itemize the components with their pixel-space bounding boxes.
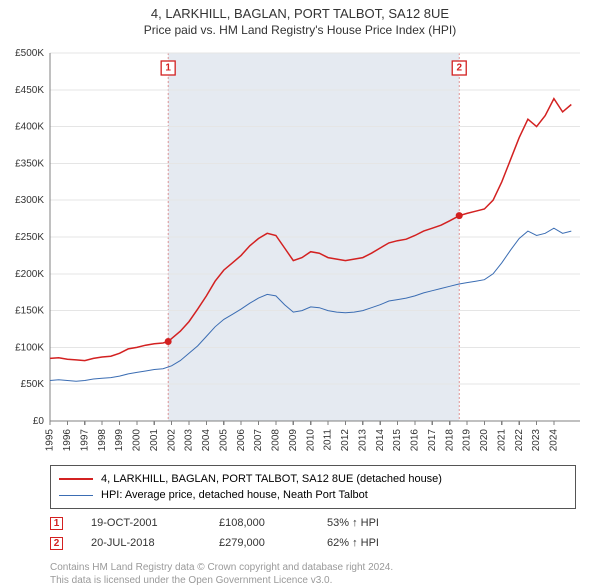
svg-text:£350K: £350K	[15, 158, 44, 169]
chart-titles: 4, LARKHILL, BAGLAN, PORT TALBOT, SA12 8…	[0, 0, 600, 41]
svg-text:1: 1	[165, 63, 171, 74]
svg-text:2000: 2000	[132, 429, 143, 452]
sale-date: 20-JUL-2018	[91, 537, 191, 549]
legend-label-hpi: HPI: Average price, detached house, Neat…	[101, 489, 368, 501]
svg-text:2013: 2013	[357, 429, 368, 452]
svg-text:2006: 2006	[236, 429, 247, 452]
svg-text:2012: 2012	[340, 429, 351, 452]
svg-text:2023: 2023	[531, 429, 542, 452]
svg-text:1995: 1995	[45, 429, 56, 452]
svg-text:2014: 2014	[375, 429, 386, 452]
sale-price: £108,000	[219, 517, 299, 529]
legend-row-subject: 4, LARKHILL, BAGLAN, PORT TALBOT, SA12 8…	[59, 471, 567, 487]
svg-text:2008: 2008	[271, 429, 282, 452]
sale-price: £279,000	[219, 537, 299, 549]
sale-row: 2 20-JUL-2018 £279,000 62% ↑ HPI	[50, 533, 576, 553]
svg-text:2024: 2024	[549, 429, 560, 452]
sale-delta: 62% ↑ HPI	[327, 537, 417, 549]
svg-text:£500K: £500K	[15, 48, 44, 59]
svg-text:2001: 2001	[149, 429, 160, 452]
svg-text:2011: 2011	[323, 429, 334, 451]
svg-text:£150K: £150K	[15, 306, 44, 317]
legend-swatch-subject	[59, 478, 93, 480]
svg-text:2019: 2019	[462, 429, 473, 452]
svg-text:2017: 2017	[427, 429, 438, 452]
svg-text:2020: 2020	[479, 429, 490, 452]
svg-text:£200K: £200K	[15, 269, 44, 280]
svg-text:2015: 2015	[392, 429, 403, 452]
chart-title: 4, LARKHILL, BAGLAN, PORT TALBOT, SA12 8…	[0, 6, 600, 21]
svg-text:2002: 2002	[166, 429, 177, 452]
svg-text:2022: 2022	[514, 429, 525, 452]
chart-area: £0 £50K £100K £150K £200K £250K £300K £350K £400…	[0, 41, 600, 461]
footnote: Contains HM Land Registry data © Crown c…	[50, 561, 576, 587]
sale-delta: 53% ↑ HPI	[327, 517, 417, 529]
footnote-line: Contains HM Land Registry data © Crown c…	[50, 561, 576, 574]
svg-text:£100K: £100K	[15, 342, 44, 353]
svg-text:1996: 1996	[62, 429, 73, 452]
svg-text:2016: 2016	[410, 429, 421, 452]
svg-text:2: 2	[456, 63, 462, 74]
svg-text:2007: 2007	[253, 429, 264, 452]
sale-marker-icon: 1	[50, 517, 63, 530]
sale-date: 19-OCT-2001	[91, 517, 191, 529]
sale-marker-icon: 2	[50, 537, 63, 550]
price-chart: £0 £50K £100K £150K £200K £250K £300K £350K £400…	[0, 41, 600, 461]
svg-text:2009: 2009	[288, 429, 299, 452]
legend-swatch-hpi	[59, 495, 93, 496]
page-root: 4, LARKHILL, BAGLAN, PORT TALBOT, SA12 8…	[0, 0, 600, 560]
svg-text:2018: 2018	[444, 429, 455, 452]
svg-text:1999: 1999	[114, 429, 125, 452]
sales-list: 1 19-OCT-2001 £108,000 53% ↑ HPI 2 20-JU…	[50, 513, 576, 553]
legend-row-hpi: HPI: Average price, detached house, Neat…	[59, 487, 567, 503]
svg-text:£250K: £250K	[15, 232, 44, 243]
chart-subtitle: Price paid vs. HM Land Registry's House …	[0, 23, 600, 37]
svg-text:£50K: £50K	[21, 379, 45, 390]
svg-text:£300K: £300K	[15, 195, 44, 206]
svg-text:£400K: £400K	[15, 122, 44, 133]
svg-text:£450K: £450K	[15, 85, 44, 96]
legend: 4, LARKHILL, BAGLAN, PORT TALBOT, SA12 8…	[50, 465, 576, 509]
svg-text:1997: 1997	[79, 429, 90, 452]
svg-text:2010: 2010	[305, 429, 316, 452]
sale-row: 1 19-OCT-2001 £108,000 53% ↑ HPI	[50, 513, 576, 533]
footnote-line: This data is licensed under the Open Gov…	[50, 574, 576, 587]
svg-text:2005: 2005	[218, 429, 229, 452]
legend-label-subject: 4, LARKHILL, BAGLAN, PORT TALBOT, SA12 8…	[101, 473, 442, 485]
svg-text:£0: £0	[33, 416, 45, 427]
svg-text:2021: 2021	[496, 429, 507, 452]
svg-text:2004: 2004	[201, 429, 212, 452]
svg-text:2003: 2003	[184, 429, 195, 452]
svg-text:1998: 1998	[97, 429, 108, 452]
